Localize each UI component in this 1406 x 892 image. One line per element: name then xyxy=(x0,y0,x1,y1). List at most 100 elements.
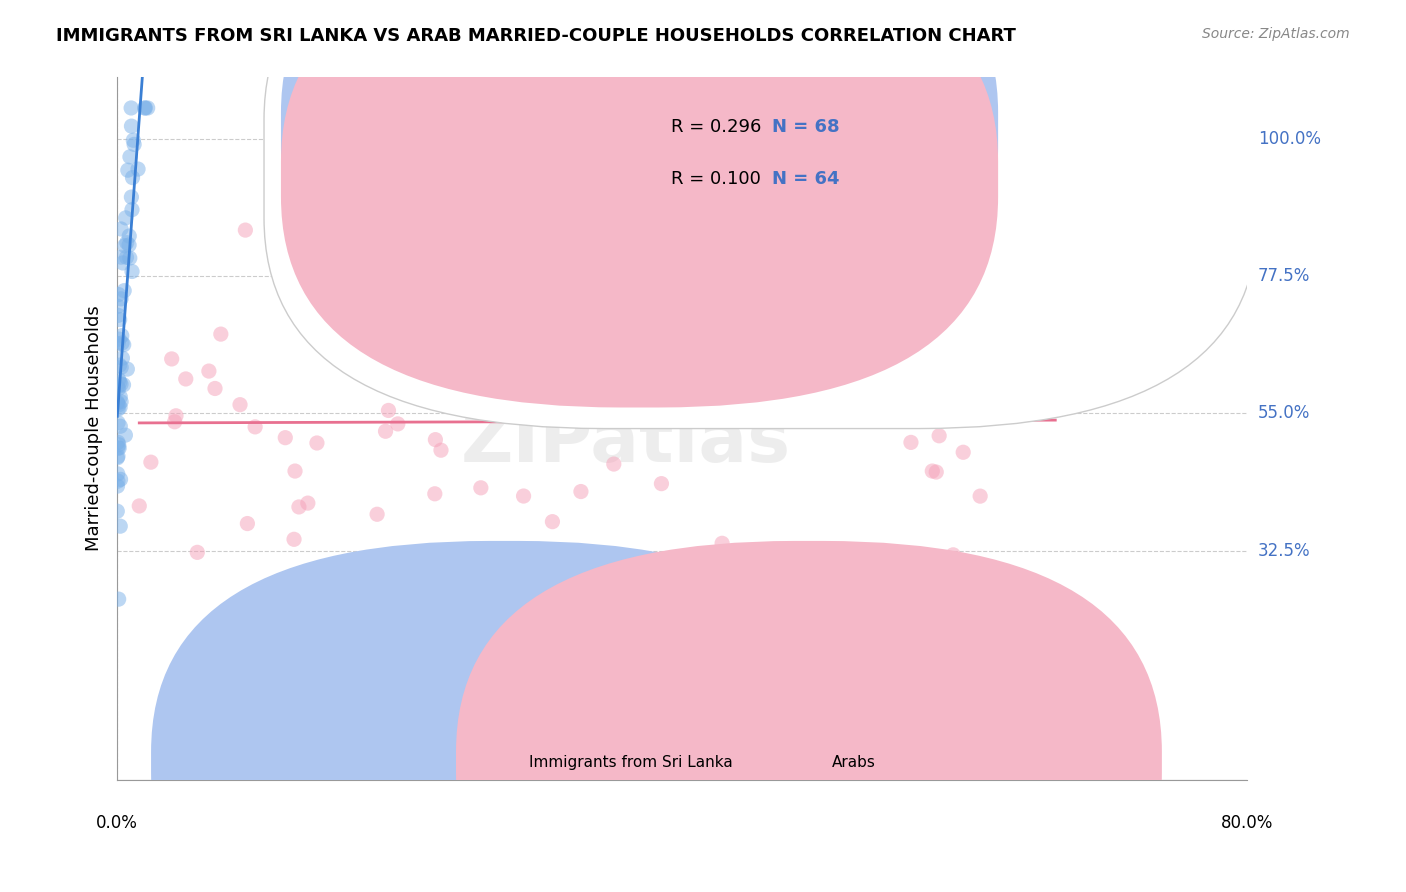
Immigrants from Sri Lanka xyxy=(114,238,136,252)
Immigrants from Sri Lanka xyxy=(107,309,129,323)
Immigrants from Sri Lanka xyxy=(107,299,129,313)
Text: Immigrants from Sri Lanka: Immigrants from Sri Lanka xyxy=(530,755,733,770)
Immigrants from Sri Lanka xyxy=(110,222,132,236)
Text: 80.0%: 80.0% xyxy=(1220,814,1272,832)
Arabs xyxy=(512,489,534,503)
Immigrants from Sri Lanka xyxy=(136,101,159,115)
Arabs xyxy=(274,431,297,445)
Arabs xyxy=(139,455,162,469)
Arabs xyxy=(297,496,319,510)
Immigrants from Sri Lanka xyxy=(107,287,129,301)
Arabs xyxy=(522,363,544,377)
Arabs xyxy=(204,382,226,396)
Arabs xyxy=(387,417,409,431)
Immigrants from Sri Lanka xyxy=(108,441,131,455)
Immigrants from Sri Lanka xyxy=(118,238,141,252)
Arabs xyxy=(186,545,208,559)
Immigrants from Sri Lanka xyxy=(110,250,132,264)
Immigrants from Sri Lanka xyxy=(121,264,143,278)
Immigrants from Sri Lanka xyxy=(127,162,149,177)
Immigrants from Sri Lanka xyxy=(114,211,136,225)
Immigrants from Sri Lanka xyxy=(122,137,145,152)
Arabs xyxy=(551,382,574,396)
Arabs xyxy=(969,489,991,503)
Arabs xyxy=(470,481,492,495)
Arabs xyxy=(404,228,426,243)
Immigrants from Sri Lanka xyxy=(122,133,145,147)
Text: Source: ZipAtlas.com: Source: ZipAtlas.com xyxy=(1202,27,1350,41)
Immigrants from Sri Lanka xyxy=(105,395,128,409)
Immigrants from Sri Lanka xyxy=(118,150,141,164)
Arabs xyxy=(922,361,945,376)
Immigrants from Sri Lanka xyxy=(107,372,129,386)
Immigrants from Sri Lanka xyxy=(112,337,135,351)
Arabs xyxy=(495,143,517,157)
Arabs xyxy=(717,338,740,352)
Arabs xyxy=(711,536,734,550)
Arabs xyxy=(900,435,922,450)
Immigrants from Sri Lanka xyxy=(110,377,132,392)
Text: 32.5%: 32.5% xyxy=(1258,541,1310,559)
Arabs xyxy=(679,413,702,427)
Arabs xyxy=(605,366,627,380)
Immigrants from Sri Lanka xyxy=(107,592,129,607)
Immigrants from Sri Lanka xyxy=(108,401,131,415)
Arabs xyxy=(163,415,186,429)
Text: N = 68: N = 68 xyxy=(772,118,839,136)
Immigrants from Sri Lanka xyxy=(111,335,134,350)
Immigrants from Sri Lanka xyxy=(108,312,131,326)
Text: 100.0%: 100.0% xyxy=(1258,129,1320,147)
Immigrants from Sri Lanka xyxy=(115,250,138,264)
Text: Arabs: Arabs xyxy=(832,755,876,770)
Arabs xyxy=(564,407,586,421)
Immigrants from Sri Lanka xyxy=(108,375,131,389)
Arabs xyxy=(288,500,311,514)
Arabs xyxy=(429,385,451,400)
Arabs xyxy=(174,372,197,386)
Immigrants from Sri Lanka xyxy=(120,190,142,204)
Arabs xyxy=(569,484,592,499)
Arabs xyxy=(283,533,305,547)
Arabs xyxy=(761,412,783,426)
Text: IMMIGRANTS FROM SRI LANKA VS ARAB MARRIED-COUPLE HOUSEHOLDS CORRELATION CHART: IMMIGRANTS FROM SRI LANKA VS ARAB MARRIE… xyxy=(56,27,1017,45)
Immigrants from Sri Lanka xyxy=(107,398,129,412)
Arabs xyxy=(928,429,950,443)
Arabs xyxy=(165,409,187,423)
Arabs xyxy=(425,350,447,364)
Immigrants from Sri Lanka xyxy=(118,251,141,265)
Arabs xyxy=(1019,359,1042,373)
Arabs xyxy=(468,388,491,402)
Text: 77.5%: 77.5% xyxy=(1258,267,1310,285)
Immigrants from Sri Lanka xyxy=(112,377,135,392)
Immigrants from Sri Lanka xyxy=(117,163,139,178)
Y-axis label: Married-couple Households: Married-couple Households xyxy=(86,306,103,551)
Immigrants from Sri Lanka xyxy=(110,292,132,306)
Arabs xyxy=(430,443,453,458)
Immigrants from Sri Lanka xyxy=(107,336,129,351)
Immigrants from Sri Lanka xyxy=(115,235,138,250)
FancyBboxPatch shape xyxy=(281,0,998,359)
Immigrants from Sri Lanka xyxy=(112,284,135,298)
Text: R = 0.296: R = 0.296 xyxy=(671,118,761,136)
Text: 0.0%: 0.0% xyxy=(96,814,138,832)
Immigrants from Sri Lanka xyxy=(120,101,142,115)
Immigrants from Sri Lanka xyxy=(107,402,129,417)
Immigrants from Sri Lanka xyxy=(107,382,129,396)
Immigrants from Sri Lanka xyxy=(108,332,131,346)
Immigrants from Sri Lanka xyxy=(105,504,128,518)
Arabs xyxy=(229,398,252,412)
Text: 55.0%: 55.0% xyxy=(1258,404,1310,422)
FancyBboxPatch shape xyxy=(281,0,998,408)
Arabs xyxy=(921,464,943,478)
Immigrants from Sri Lanka xyxy=(110,472,132,486)
Text: N = 64: N = 64 xyxy=(772,170,839,188)
Arabs xyxy=(925,465,948,479)
Arabs xyxy=(243,420,266,434)
Arabs xyxy=(209,327,232,342)
Arabs xyxy=(128,499,150,513)
Arabs xyxy=(882,397,904,411)
Arabs xyxy=(236,516,259,531)
Immigrants from Sri Lanka xyxy=(107,416,129,430)
Arabs xyxy=(366,508,388,522)
FancyBboxPatch shape xyxy=(456,541,1161,892)
